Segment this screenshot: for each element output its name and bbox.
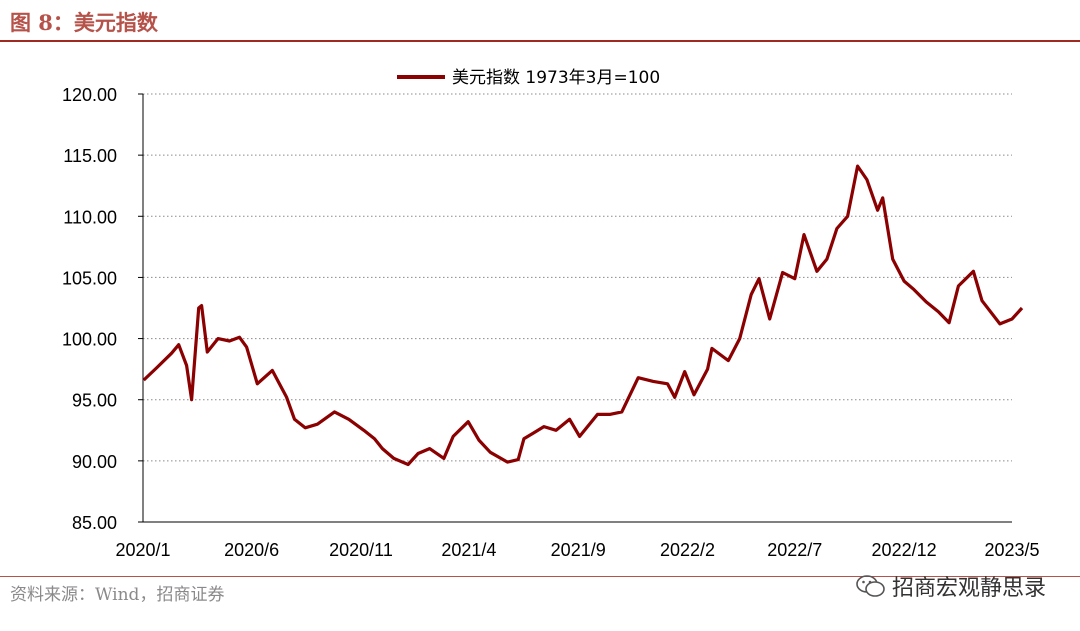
- x-tick-label: 2020/11: [329, 540, 393, 560]
- y-tick-label: 115.00: [63, 146, 117, 166]
- x-tick-label: 2021/4: [441, 540, 496, 560]
- x-axis-ticks: 2020/1 2020/6 2020/11 2021/4 2021/9 2022/2 202…: [115, 540, 1039, 560]
- y-tick-label: 110.00: [63, 207, 117, 227]
- x-tick-label: 2021/9: [551, 540, 606, 560]
- source-note: 资料来源：Wind，招商证券: [10, 585, 225, 605]
- watermark-text: 招商宏观静思录: [891, 576, 1046, 601]
- x-tick-label: 2023/5: [984, 540, 1039, 560]
- x-tick-label: 2022/12: [872, 540, 937, 560]
- x-tick-label: 2022/7: [767, 540, 822, 560]
- y-tick-label: 95.00: [72, 391, 117, 411]
- figure-title: 图 8：美元指数: [10, 10, 158, 35]
- y-tick-label: 85.00: [72, 513, 117, 533]
- usd-index-chart: 85.00 90.00 95.00 100.00 105.00 110.00 115.00 1…: [62, 68, 1040, 560]
- figure-header: 图 8：美元指数: [0, 0, 1080, 42]
- y-tick-label: 105.00: [62, 268, 117, 288]
- x-tick-label: 2020/1: [115, 540, 170, 560]
- wechat-icon: [856, 575, 885, 597]
- legend: 美元指数 1973年3月=100: [397, 68, 660, 88]
- y-tick-label: 90.00: [72, 452, 117, 472]
- x-tick-label: 2020/6: [224, 540, 279, 560]
- y-tick-label: 120.00: [62, 85, 117, 105]
- source-rule: [0, 576, 1080, 577]
- gridlines: [143, 93, 1012, 462]
- series-line: [142, 164, 1024, 467]
- y-axis-ticks: 85.00 90.00 95.00 100.00 105.00 110.00 115.00 1…: [62, 85, 117, 533]
- y-tick-label: 100.00: [62, 330, 117, 350]
- title-rule: [0, 40, 1080, 42]
- x-tick-label: 2022/2: [660, 540, 715, 560]
- watermark: 招商宏观静思录: [856, 570, 1046, 602]
- legend-label: 美元指数 1973年3月=100: [452, 68, 660, 88]
- axes: [138, 93, 1012, 523]
